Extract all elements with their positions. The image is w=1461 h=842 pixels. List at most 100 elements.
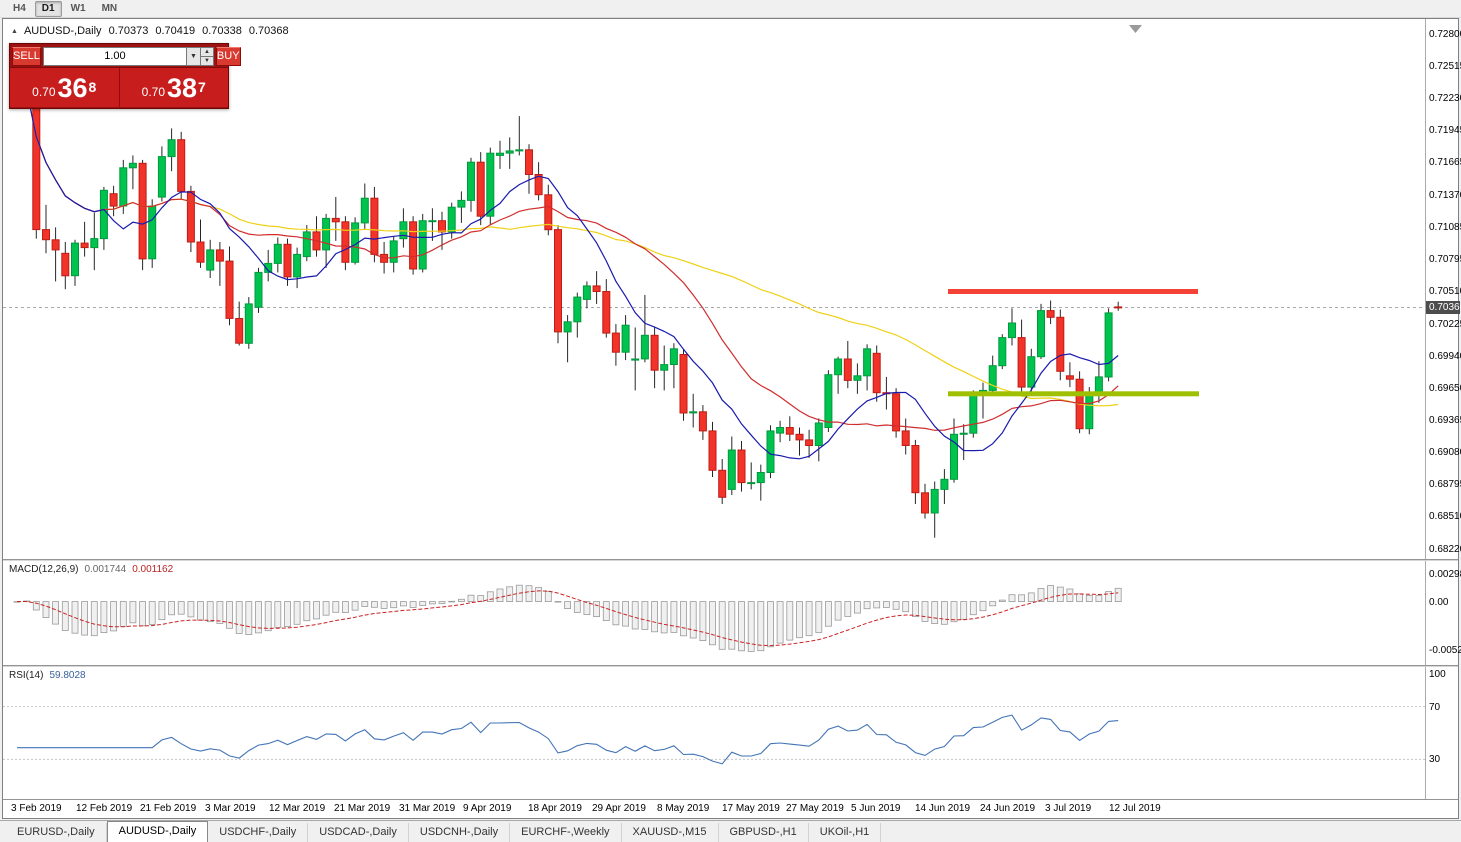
candle — [563, 321, 572, 333]
candle — [283, 243, 292, 278]
date-label: 8 May 2019 — [657, 803, 710, 814]
tab-usdchf-daily[interactable]: USDCHF-,Daily — [208, 823, 309, 842]
candle — [930, 488, 939, 514]
rsi-name: RSI(14) — [9, 670, 44, 681]
tab-eurusd-daily[interactable]: EURUSD-,Daily — [6, 823, 107, 842]
candle — [853, 375, 862, 381]
candle — [496, 152, 504, 156]
volume-input[interactable] — [42, 46, 187, 66]
candle — [698, 411, 707, 432]
date-label: 21 Mar 2019 — [334, 803, 391, 814]
candle — [109, 193, 118, 207]
volume-dropdown-button[interactable]: ▼ — [186, 46, 201, 66]
candle — [544, 194, 553, 231]
timeframe-d1[interactable]: D1 — [34, 0, 62, 17]
chart-tab-bar: EURUSD-,Daily AUDUSD-,Daily USDCHF-,Daily U… — [0, 820, 1461, 842]
date-label: 29 Apr 2019 — [592, 803, 646, 814]
candle — [264, 262, 273, 273]
timeframe-h4[interactable]: H4 — [13, 2, 26, 14]
date-label: 14 Jun 2019 — [915, 803, 971, 814]
candle — [1027, 356, 1036, 388]
volume-decrease-button[interactable]: ▼ — [200, 56, 214, 66]
macd-signal-line — [16, 590, 1119, 647]
date-label: 18 Apr 2019 — [528, 803, 582, 814]
candle — [785, 427, 794, 435]
timeframe-mn[interactable]: MN — [101, 2, 118, 14]
macd-signal-value: 0.001162 — [132, 564, 174, 575]
candle — [776, 427, 785, 434]
sell-price-main: 36 — [57, 73, 88, 103]
candle — [61, 252, 70, 277]
chart-symbol: AUDUSD-,Daily — [23, 25, 102, 37]
candle — [534, 174, 543, 196]
candle — [901, 430, 910, 446]
one-click-toggle-icon[interactable]: ▲ — [11, 27, 18, 35]
candle — [1065, 375, 1074, 380]
timeframe-toolbar: H4 D1 W1 MN — [0, 0, 1461, 18]
candle — [650, 334, 659, 371]
rsi-tick: 100 — [1429, 669, 1446, 680]
tab-ukoil-h1[interactable]: UKOil-,H1 — [809, 823, 882, 842]
volume-increase-button[interactable]: ▲ — [200, 46, 214, 57]
candle — [206, 249, 215, 271]
timeframe-w1[interactable]: W1 — [70, 2, 86, 14]
candle — [911, 445, 920, 494]
date-label: 3 Feb 2019 — [11, 803, 62, 814]
resistance-line[interactable] — [948, 289, 1198, 294]
buy-price-prefix: 0.70 — [141, 85, 165, 99]
price-divider — [118, 68, 120, 107]
candle — [447, 206, 456, 233]
tab-xauusd-m15[interactable]: XAUUSD-,M15 — [622, 823, 719, 842]
chart-canvas[interactable] — [3, 19, 1460, 820]
candle — [863, 348, 872, 377]
candle — [679, 354, 688, 414]
candle — [756, 472, 765, 484]
candle — [418, 220, 427, 270]
sell-price-display[interactable]: 0.70 36 8 — [10, 68, 119, 107]
date-label: 17 May 2019 — [722, 803, 780, 814]
candle — [99, 189, 108, 240]
buy-button[interactable]: BUY — [215, 46, 241, 66]
tab-gbpusd-h1[interactable]: GBPUSD-,H1 — [719, 823, 809, 842]
candle — [119, 167, 128, 207]
candle — [921, 492, 929, 514]
candle — [998, 337, 1007, 367]
candle — [322, 217, 331, 251]
pane-separator-macd[interactable] — [3, 559, 1458, 561]
candle — [196, 241, 205, 263]
candle — [486, 152, 495, 217]
macd-name: MACD(12,26,9) — [9, 564, 79, 575]
candle — [428, 220, 437, 223]
candle — [660, 364, 669, 371]
pane-separator-rsi[interactable] — [3, 665, 1458, 667]
candle — [969, 393, 978, 434]
candle — [892, 393, 901, 432]
sell-button[interactable]: SELL — [12, 46, 41, 66]
buy-price-display[interactable]: 0.70 38 7 — [120, 68, 229, 107]
candle — [128, 162, 137, 169]
candle — [1094, 376, 1103, 395]
candle — [409, 221, 418, 270]
chart-shift-marker[interactable] — [1129, 25, 1142, 33]
sell-price-pip: 8 — [88, 79, 97, 95]
date-label: 24 Jun 2019 — [980, 803, 1036, 814]
candle — [90, 238, 99, 249]
candle — [148, 205, 157, 260]
tab-audusd-daily[interactable]: AUDUSD-,Daily — [106, 821, 209, 842]
candle — [235, 318, 244, 344]
tab-eurchf-weekly[interactable]: EURCHF-,Weekly — [510, 823, 622, 842]
candle — [438, 220, 446, 233]
candle — [476, 161, 485, 217]
candle — [1046, 310, 1055, 318]
candle — [708, 430, 717, 471]
tab-usdcad-daily[interactable]: USDCAD-,Daily — [308, 823, 409, 842]
tab-usdcnh-daily[interactable]: USDCNH-,Daily — [409, 823, 511, 842]
support-line[interactable] — [948, 391, 1199, 397]
candle — [843, 358, 852, 381]
buy-price-main: 38 — [167, 73, 198, 103]
